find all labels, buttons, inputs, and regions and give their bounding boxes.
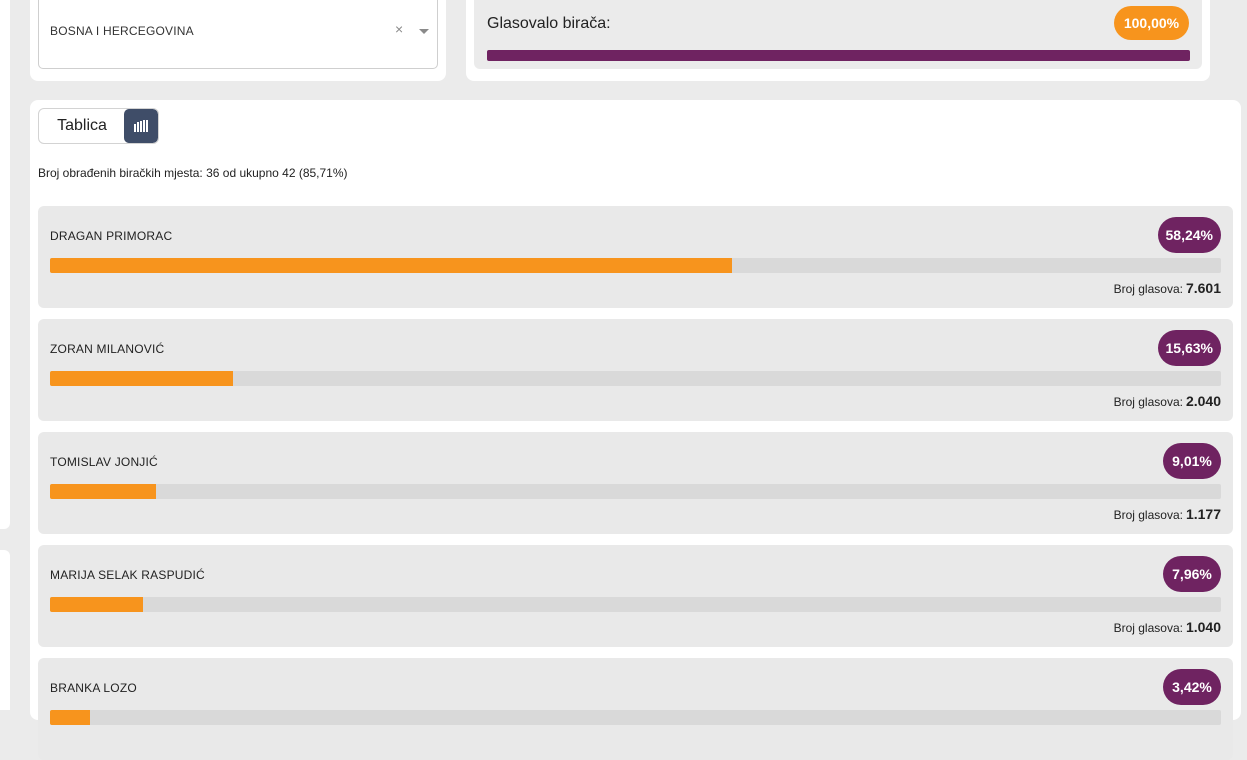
candidate-percent-badge: 15,63% [1157,330,1221,366]
region-filter-card: BOSNA I HERCEGOVINA × [30,0,446,81]
votes-label: Broj glasova: [1113,395,1183,409]
candidate-percent-badge: 3,42% [1163,669,1221,705]
candidate-row: DRAGAN PRIMORAC 58,24% Broj glasova: 7.601 [38,206,1233,308]
votes-label: Broj glasova: [1113,621,1183,635]
candidate-progress-fill [50,484,156,499]
votes-label: Broj glasova: [1113,508,1183,522]
votes-count: 1.177 [1185,506,1221,522]
candidate-row: TOMISLAV JONJIĆ 9,01% Broj glasova: 1.177 [38,432,1233,534]
candidate-name: DRAGAN PRIMORAC [50,229,173,243]
chevron-down-icon[interactable] [419,29,429,34]
tab-chart[interactable] [124,109,158,143]
votes-count: 1.040 [1185,619,1221,635]
candidate-votes: Broj glasova: 1.177 [1114,506,1221,522]
turnout-progress-bar [487,50,1190,61]
candidate-row: MARIJA SELAK RASPUDIĆ 7,96% Broj glasova: 1… [38,545,1233,647]
candidate-votes: Broj glasova: 7.601 [1114,280,1221,296]
candidate-progress-bar [50,371,1221,386]
bar-chart-icon [134,120,148,132]
left-side-panel-lower [0,550,10,710]
region-select-value: BOSNA I HERCEGOVINA [50,24,194,38]
candidate-progress-fill [50,710,91,725]
candidate-name: MARIJA SELAK RASPUDIĆ [50,568,205,582]
candidate-row: ZORAN MILANOVIĆ 15,63% Broj glasova: 2.040 [38,319,1233,421]
turnout-card: Glasovalo birača: 100,00% [466,0,1210,81]
candidate-percent-badge: 58,24% [1157,217,1221,253]
processed-stations-text: Broj obrađenih biračkih mjesta: 36 od uk… [38,166,348,180]
results-card: Tablica Broj obrađenih biračkih mjesta: … [30,100,1241,760]
candidate-percent-badge: 9,01% [1163,443,1221,479]
candidate-progress-fill [50,597,144,612]
candidate-votes: Broj glasova: 2.040 [1114,393,1221,409]
turnout-percent-badge: 100,00% [1114,6,1189,40]
candidate-name: BRANKA LOZO [50,681,137,695]
candidate-progress-bar [50,258,1221,273]
candidate-progress-bar [50,484,1221,499]
candidate-row: BRANKA LOZO 3,42% [38,658,1233,760]
left-side-panel [0,0,10,529]
candidate-progress-bar [50,710,1221,725]
votes-count: 7.601 [1185,280,1221,296]
region-select[interactable]: BOSNA I HERCEGOVINA × [38,0,438,69]
turnout-label: Glasovalo birača: [487,15,611,32]
candidate-name: TOMISLAV JONJIĆ [50,455,158,469]
turnout-panel: Glasovalo birača: 100,00% [474,0,1202,69]
candidate-progress-fill [50,258,732,273]
candidate-progress-bar [50,597,1221,612]
votes-label: Broj glasova: [1113,282,1183,296]
view-toggle: Tablica [38,108,159,144]
turnout-progress-fill [487,50,1190,61]
votes-count: 2.040 [1185,393,1221,409]
candidate-progress-fill [50,371,234,386]
candidate-name: ZORAN MILANOVIĆ [50,342,165,356]
candidate-percent-badge: 7,96% [1163,556,1221,592]
clear-icon[interactable]: × [395,21,404,37]
candidate-votes: Broj glasova: 1.040 [1114,619,1221,635]
tab-table[interactable]: Tablica [57,117,107,134]
